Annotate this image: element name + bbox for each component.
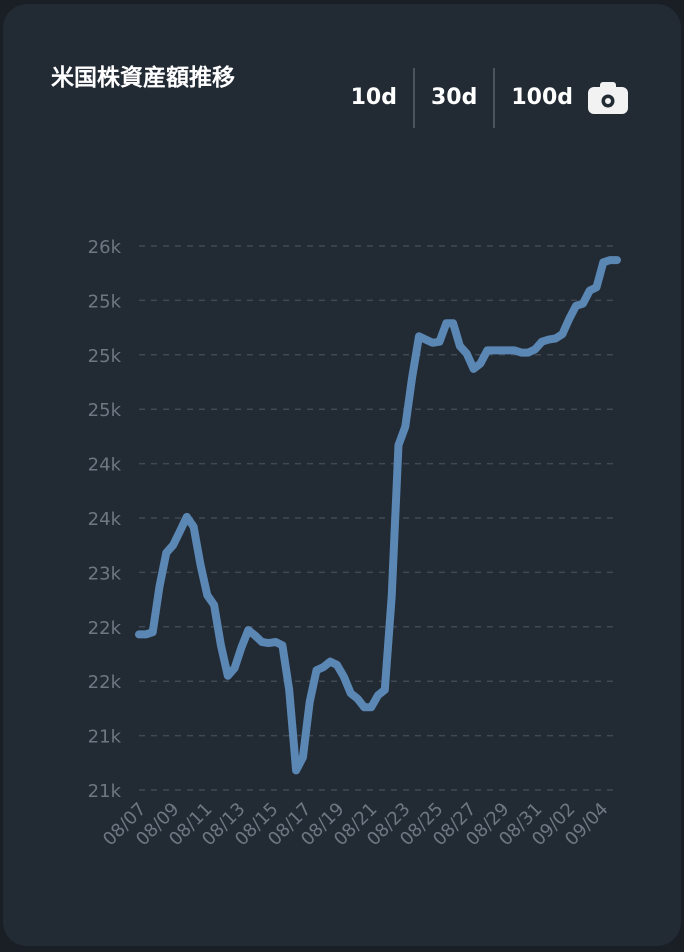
y-tick-label: 25k (88, 291, 122, 312)
series-line (135, 256, 621, 775)
page-title: 米国株資産額推移 (51, 65, 235, 91)
y-tick-label: 22k (88, 672, 122, 693)
range-selector: 10d 30d 100d (335, 68, 629, 128)
y-tick-label: 24k (88, 455, 122, 476)
y-tick-label: 22k (88, 618, 122, 639)
y-tick-label: 24k (88, 509, 122, 530)
y-tick-label: 25k (88, 400, 122, 421)
y-tick-label: 26k (88, 237, 122, 258)
y-tick-label: 21k (88, 727, 122, 748)
line-chart: 21k21k22k22k23k24k24k25k25k25k26k08/0708… (88, 237, 621, 850)
range-10d-button[interactable]: 10d (335, 68, 415, 128)
range-100d-button[interactable]: 100d (511, 85, 573, 110)
y-tick-label: 21k (88, 781, 122, 802)
range-30d-button[interactable]: 30d (415, 68, 496, 128)
y-tick-label: 23k (88, 563, 122, 584)
y-tick-label: 25k (88, 346, 122, 367)
camera-icon-glyph (588, 82, 628, 114)
camera-icon[interactable] (587, 77, 629, 119)
chart-card: 米国株資産額推移 10d 30d 100d 21k 21k 22k 22k 23k 24k… (3, 4, 681, 946)
